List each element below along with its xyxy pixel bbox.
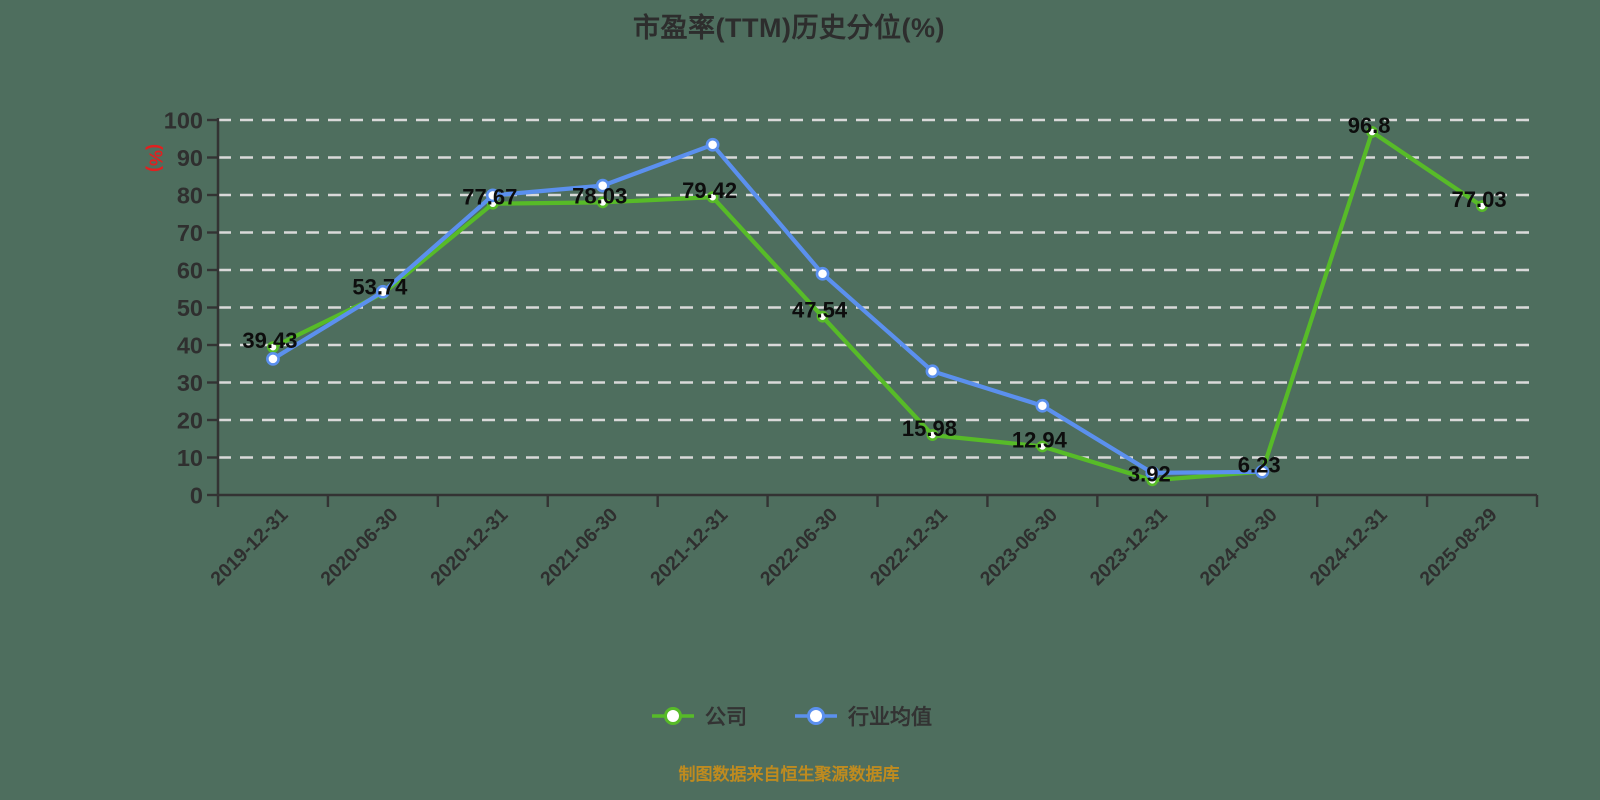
y-tick-label: 60	[177, 257, 203, 283]
legend-label-industry: 行业均值	[848, 706, 932, 729]
data-point-行业均值-2021-06-30[interactable]	[595, 178, 610, 193]
y-tick-label: 20	[177, 407, 203, 433]
x-tick-label: 2020-12-31	[426, 504, 512, 590]
y-tick-label: 90	[177, 145, 203, 171]
data-point-行业均值-2021-12-31[interactable]	[705, 137, 720, 152]
data-point-公司-2022-12-31[interactable]	[926, 429, 939, 441]
value-label-2020-06-30: 53.74	[352, 274, 408, 299]
y-tick-label: 30	[177, 370, 203, 396]
value-label-2022-12-31: 15.98	[902, 416, 957, 441]
value-label-2022-06-30: 47.54	[792, 298, 848, 323]
value-label-2020-12-31: 77.67	[462, 185, 517, 210]
legend-label-company: 公司	[705, 706, 747, 729]
data-point-行业均值-2022-12-31[interactable]	[925, 364, 940, 379]
legend: 公司 行业均值	[0, 701, 1582, 731]
series-line-行业均值	[270, 142, 1265, 475]
legend-item-industry[interactable]: 行业均值	[793, 701, 932, 731]
x-tick-label: 2025-08-29	[1415, 504, 1501, 590]
data-source-note: 制图数据来自恒生聚源数据库	[678, 765, 900, 784]
value-label-2021-12-31: 79.42	[682, 178, 737, 203]
y-tick-label: 40	[177, 332, 203, 358]
data-point-行业均值-2022-06-30[interactable]	[815, 266, 830, 281]
x-tick-label: 2022-06-30	[756, 504, 842, 590]
data-point-行业均值-2019-12-31[interactable]	[266, 351, 280, 366]
x-tick-label: 2020-06-30	[316, 504, 402, 590]
x-tick-label: 2024-06-30	[1196, 504, 1282, 590]
data-point-公司-2021-12-31[interactable]	[706, 191, 719, 204]
y-tick-label: 70	[177, 220, 203, 246]
data-point-行业均值-2020-06-30[interactable]	[375, 284, 390, 299]
value-label-2024-12-31: 96.8	[1348, 113, 1391, 138]
x-tick-label: 2023-06-30	[976, 504, 1062, 590]
data-point-公司-2022-06-30[interactable]	[816, 310, 829, 323]
data-point-公司-2021-06-30[interactable]	[596, 196, 609, 209]
data-point-行业均值-2023-06-30[interactable]	[1035, 398, 1050, 413]
data-point-公司-2023-06-30[interactable]	[1036, 440, 1049, 453]
x-tick-label: 2021-12-31	[646, 504, 732, 590]
x-tick-label: 2023-12-31	[1086, 504, 1172, 590]
y-tick-label: 100	[164, 107, 203, 133]
value-label-2021-06-30: 78.03	[572, 183, 627, 208]
y-tick-label: 50	[177, 295, 203, 321]
x-tick-label: 2021-06-30	[536, 504, 622, 590]
page-title: 市盈率(TTM)历史分位(%)	[633, 13, 945, 43]
series-line-公司	[270, 129, 1485, 483]
legend-item-company[interactable]: 公司	[650, 701, 747, 731]
y-tick-label: 0	[190, 482, 203, 508]
y-axis-unit-label: (%)	[146, 144, 166, 172]
company-line-marker-icon	[652, 707, 694, 725]
x-tick-label: 2019-12-31	[206, 504, 292, 590]
x-tick-label: 2024-12-31	[1306, 504, 1392, 590]
data-point-公司-2025-08-29[interactable]	[1476, 200, 1488, 213]
value-label-2023-06-30: 12.94	[1012, 427, 1068, 452]
data-point-行业均值-2024-06-30[interactable]	[1255, 464, 1270, 479]
data-point-行业均值-2020-12-31[interactable]	[485, 188, 500, 203]
industry-line-marker-icon	[795, 707, 837, 725]
value-label-2025-08-29: 77.03	[1452, 187, 1507, 212]
value-label-2019-12-31: 39.43	[242, 328, 297, 353]
y-tick-label: 80	[177, 182, 203, 208]
x-tick-label: 2022-12-31	[866, 504, 952, 590]
value-label-2023-12-31: 3.92	[1128, 461, 1171, 486]
data-point-公司-2024-12-31[interactable]	[1366, 126, 1379, 138]
data-point-行业均值-2023-12-31[interactable]	[1145, 465, 1160, 480]
data-point-公司-2019-12-31[interactable]	[267, 341, 279, 354]
value-label-2024-06-30: 6.23	[1238, 453, 1281, 478]
y-tick-label: 10	[177, 445, 203, 471]
